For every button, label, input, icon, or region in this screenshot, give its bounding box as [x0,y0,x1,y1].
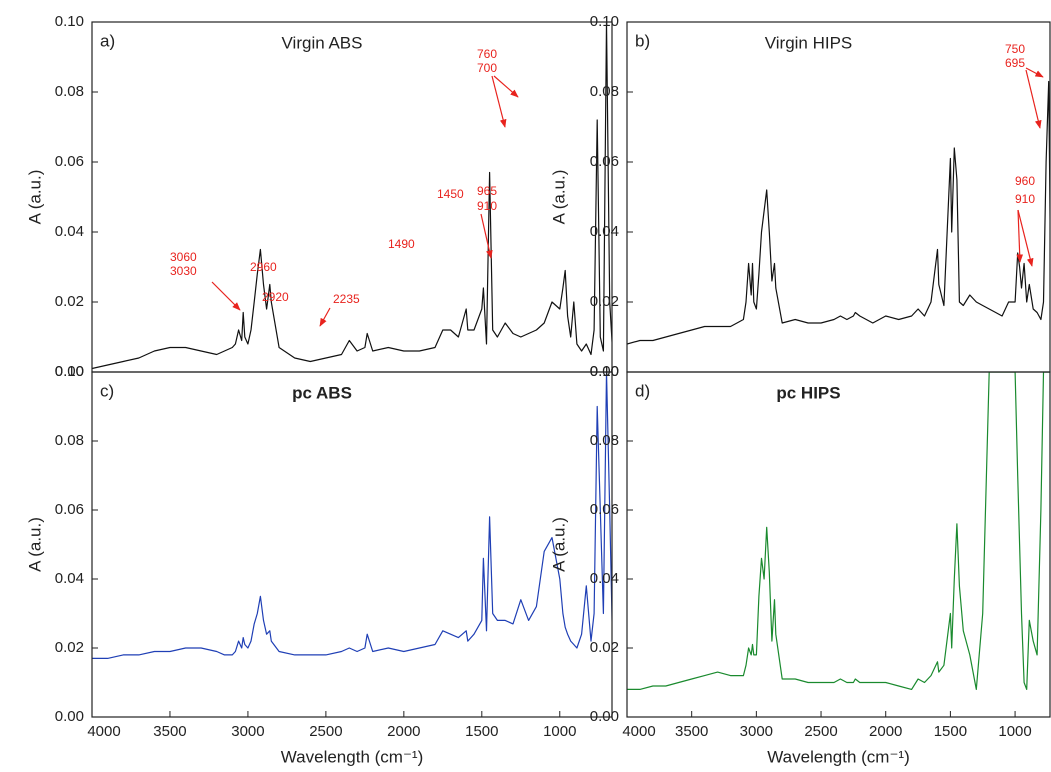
x-tick-label: 3500 [675,723,708,740]
peak-annotation: 695 [1005,56,1025,70]
y-tick-label: 0.04 [55,223,84,240]
x-tick-label: 2500 [309,723,342,740]
peak-annotation: 2960 [250,260,277,274]
y-tick-label: 0.10 [55,363,84,380]
annotation-arrow [480,213,493,259]
peak-annotation: 2920 [262,290,289,304]
y-tick-label: 0.06 [55,501,84,518]
y-axis-label: A (a.u.) [25,170,44,225]
plot-frame [91,21,613,373]
x-axis-label: Wavelength (cm⁻¹) [281,747,423,766]
y-tick-label: 0.04 [590,223,619,240]
x-tick-label: 4000 [87,723,120,740]
y-tick-label: 0.06 [590,153,619,170]
peak-annotation: 760 [477,47,497,61]
annotation-arrow [1017,209,1034,267]
plot-frame [626,21,1051,373]
x-tick-label: 3000 [231,723,264,740]
annotation-arrow [1025,67,1044,78]
y-tick-label: 0.08 [590,83,619,100]
annotation-arrow [1025,69,1042,129]
y-axis-label: A (a.u.) [549,517,568,572]
spectrum-line [92,372,612,659]
peak-annotation: 2235 [333,292,360,306]
panel-label: b) [635,31,650,50]
y-tick-label: 0.00 [55,708,84,725]
y-tick-label: 0.00 [590,708,619,725]
y-tick-label: 0.04 [590,570,619,587]
y-axis-label: A (a.u.) [549,170,568,225]
y-tick-label: 0.02 [55,293,84,310]
panel-title: Virgin HIPS [765,33,853,52]
annotation-arrow [211,281,241,311]
x-tick-label: 4000 [622,723,655,740]
spectrum-line [627,80,1050,345]
panel-label: d) [635,381,650,400]
y-tick-label: 0.08 [55,83,84,100]
peak-annotation: 910 [477,199,497,213]
y-tick-label: 0.06 [590,501,619,518]
plot-frame [91,371,613,718]
peak-annotation: 1450 [437,187,464,201]
peak-annotation: 700 [477,61,497,75]
y-tick-label: 0.08 [55,432,84,449]
x-tick-label: 2000 [387,723,420,740]
x-tick-label: 3500 [153,723,186,740]
peak-annotation: 1490 [388,237,415,251]
plot-frame [626,371,1051,718]
panel-label: c) [100,381,114,400]
x-tick-label: 1000 [998,723,1031,740]
y-tick-label: 0.08 [590,432,619,449]
panel-label: a) [100,31,115,50]
x-tick-label: 2000 [869,723,902,740]
peak-annotation: 3060 [170,250,197,264]
y-tick-label: 0.00 [55,363,84,380]
spectrum-line [627,372,1050,690]
y-axis-label: A (a.u.) [25,517,44,572]
peak-annotation: 965 [477,184,497,198]
peak-annotation: 3030 [170,264,197,278]
y-tick-label: 0.10 [55,13,84,30]
annotation-arrow [319,307,331,327]
peak-annotation: 750 [1005,42,1025,56]
x-tick-label: 3000 [740,723,773,740]
x-tick-label: 1500 [465,723,498,740]
y-tick-label: 0.06 [55,153,84,170]
y-tick-label: 0.10 [590,13,619,30]
y-tick-label: 0.10 [590,363,619,380]
peak-annotation: 960 [1015,174,1035,188]
panel-title: pc ABS [292,383,352,402]
x-tick-label: 2500 [804,723,837,740]
y-tick-label: 0.02 [55,639,84,656]
x-tick-label: 1500 [934,723,967,740]
y-tick-label: 0.02 [590,293,619,310]
panel-title: pc HIPS [776,383,840,402]
y-tick-label: 0.04 [55,570,84,587]
x-tick-label: 1000 [543,723,576,740]
annotation-arrow [1016,209,1024,263]
x-axis-label: Wavelength (cm⁻¹) [767,747,909,766]
y-tick-label: 0.02 [590,639,619,656]
annotation-arrow [491,75,507,128]
panel-title: Virgin ABS [282,33,363,52]
spectrum-line [92,22,612,370]
annotation-arrow [493,75,519,98]
peak-annotation: 910 [1015,192,1035,206]
